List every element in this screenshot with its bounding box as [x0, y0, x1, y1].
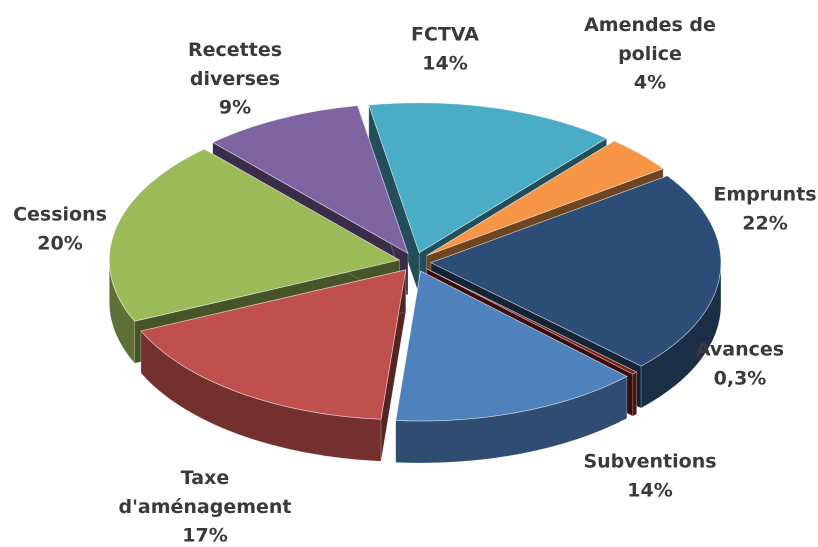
slice-side — [632, 371, 637, 417]
label-line: diverses — [190, 68, 280, 90]
slice-value-label: 4% — [634, 72, 666, 94]
slice-top — [426, 268, 638, 375]
slice — [140, 269, 407, 462]
label-line: police — [618, 43, 682, 65]
slice-top — [108, 148, 401, 322]
slice-top — [211, 105, 409, 255]
slice-label: Taxe d'aménagement — [118, 467, 291, 518]
slice-label: Amendes de police — [584, 14, 716, 65]
slice — [395, 270, 628, 464]
slice-label: Avances — [696, 339, 784, 361]
slice-value-label: 9% — [219, 97, 251, 119]
slice-value-label: 14% — [627, 480, 672, 502]
label-line: Taxe — [181, 467, 229, 489]
slice-value-label: 14% — [422, 53, 467, 75]
label-line: Amendes de — [584, 14, 716, 36]
slice-label: Cessions — [13, 204, 107, 226]
slice-top — [426, 140, 665, 256]
slice-label: Recettes diverses — [188, 39, 282, 90]
slice-value-label: 0,3% — [714, 368, 767, 390]
slice-value-label: 20% — [37, 233, 82, 255]
slice-label: FCTVA — [411, 24, 479, 46]
slice-label: Emprunts — [713, 184, 816, 206]
slice-value-label: 22% — [742, 213, 787, 235]
slice-top — [140, 269, 407, 420]
slice-top — [429, 175, 722, 367]
slice-value-label: 17% — [182, 525, 227, 547]
slice-label: Subventions — [583, 451, 716, 473]
label-line: d'aménagement — [118, 496, 291, 518]
label-line: Recettes — [188, 39, 282, 61]
slice-top — [395, 270, 628, 422]
slice-top — [368, 102, 608, 254]
